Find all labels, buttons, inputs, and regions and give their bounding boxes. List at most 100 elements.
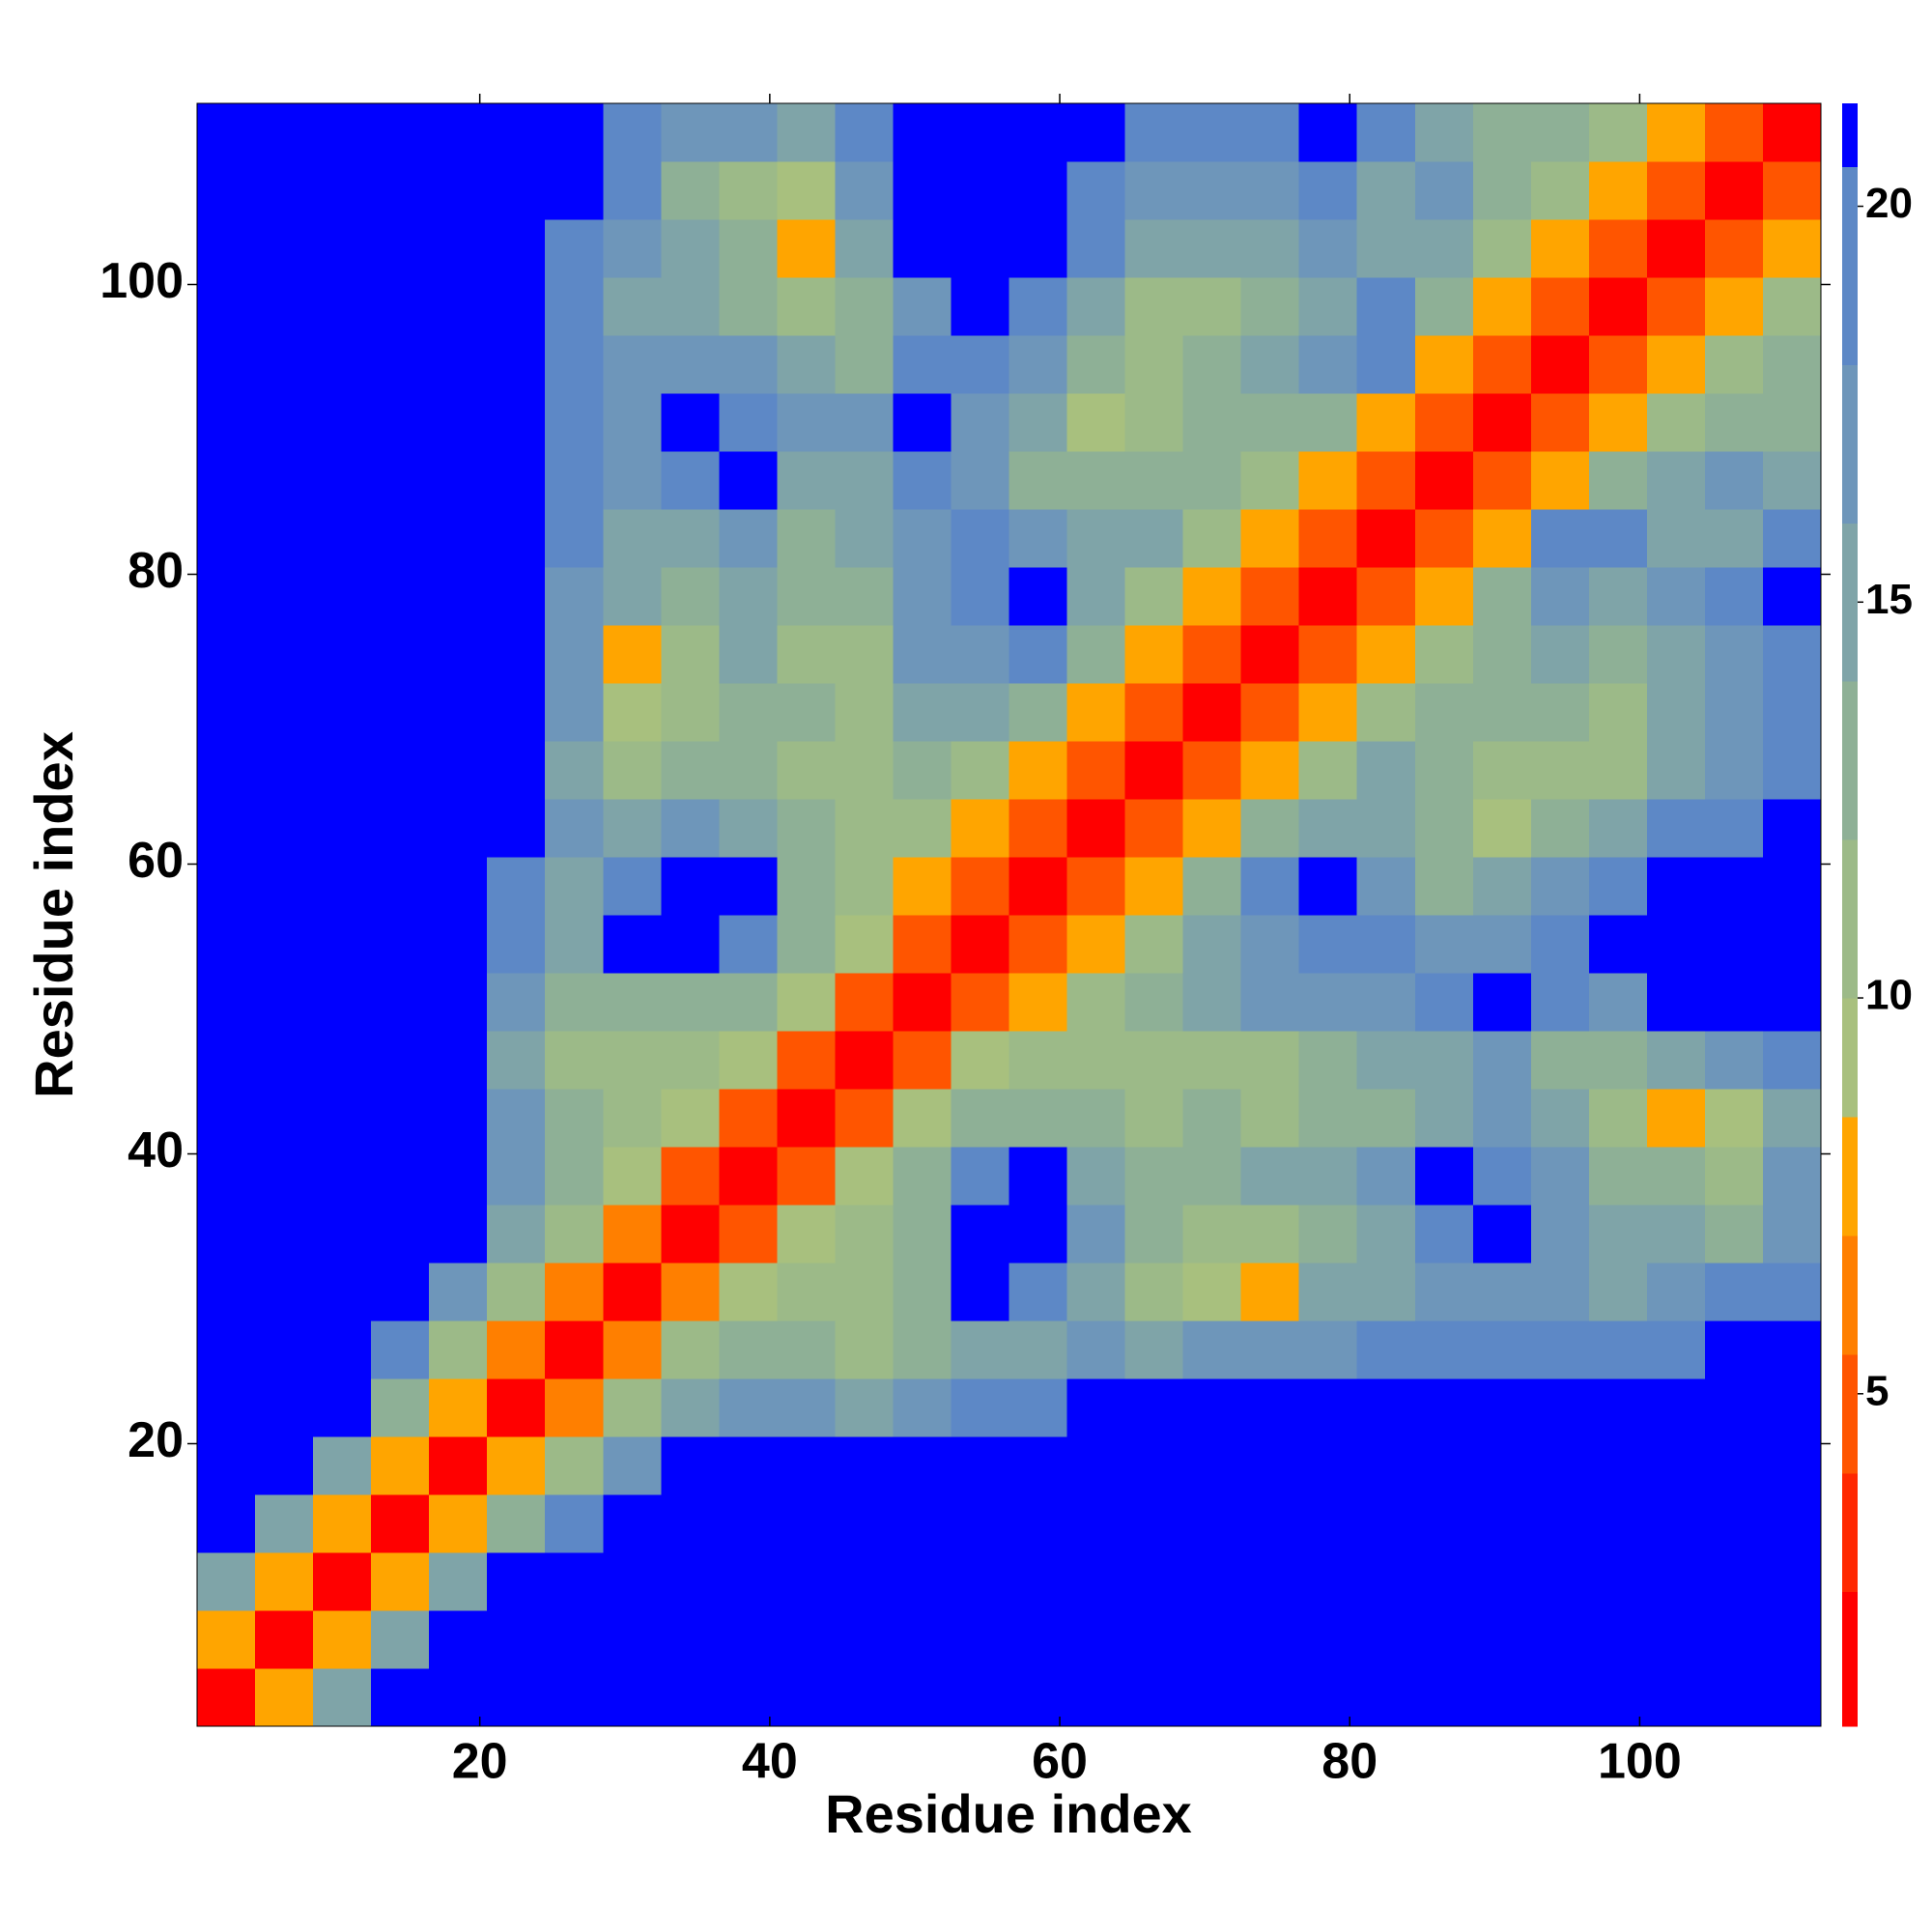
heatmap-cell (893, 1494, 952, 1553)
heatmap-cell (1009, 335, 1068, 394)
heatmap-cell (487, 393, 546, 452)
heatmap-cell (1066, 1031, 1126, 1090)
heatmap-cell (777, 915, 836, 974)
heatmap-cell (1530, 103, 1590, 162)
heatmap-cell (1298, 1378, 1358, 1437)
heatmap-cell (487, 1321, 546, 1379)
heatmap-cell (487, 683, 546, 742)
heatmap-cell (603, 509, 662, 568)
heatmap-cell (1298, 683, 1358, 742)
heatmap-cell (1066, 277, 1126, 336)
heatmap-cell (1414, 1089, 1474, 1148)
heatmap-cell (661, 1668, 720, 1727)
heatmap-cell (1298, 103, 1358, 162)
heatmap-cell (1588, 393, 1648, 452)
heatmap-cell (487, 1610, 546, 1669)
heatmap-cell (1762, 1147, 1822, 1206)
heatmap-cell (835, 799, 894, 858)
heatmap-cell (545, 915, 604, 974)
heatmap-cell (1472, 799, 1532, 858)
heatmap-cell (255, 1263, 314, 1321)
colorbar-tick-label: 5 (1865, 1367, 1889, 1414)
heatmap-cell (777, 625, 836, 684)
heatmap-cell (893, 973, 952, 1032)
heatmap-cell (1762, 509, 1822, 568)
heatmap-cell (719, 1147, 778, 1206)
heatmap-cell (255, 1031, 314, 1090)
heatmap-cell (545, 567, 604, 626)
heatmap-cell (1240, 1263, 1300, 1321)
heatmap-cell (1414, 219, 1474, 278)
heatmap-cell (1182, 1436, 1242, 1495)
heatmap-cell (1298, 1552, 1358, 1611)
heatmap-cell (1472, 683, 1532, 742)
heatmap-cell (1588, 567, 1648, 626)
heatmap-cell (719, 1205, 778, 1264)
heatmap-cell (545, 1552, 604, 1611)
heatmap-cell (1009, 683, 1068, 742)
heatmap-cell (487, 857, 546, 916)
heatmap-cell (1472, 1205, 1532, 1264)
heatmap-cell (719, 1610, 778, 1669)
heatmap-cell (197, 1089, 256, 1148)
heatmap-cell (893, 1610, 952, 1669)
heatmap-cell (719, 1668, 778, 1727)
heatmap-cell (893, 1668, 952, 1727)
heatmap-cell (777, 1378, 836, 1437)
heatmap-cell (1240, 277, 1300, 336)
heatmap-cell (1762, 1610, 1822, 1669)
heatmap-cell (1588, 1321, 1648, 1379)
heatmap-cell (1704, 1147, 1764, 1206)
heatmap-cell (661, 567, 720, 626)
heatmap-cell (1530, 1147, 1590, 1206)
heatmap-cell (603, 1378, 662, 1437)
heatmap-cell (1646, 161, 1706, 220)
heatmap-cell (313, 161, 372, 220)
heatmap-cell (1298, 161, 1358, 220)
heatmap-cell (1530, 451, 1590, 510)
heatmap-cell (1646, 393, 1706, 452)
heatmap-cell (545, 799, 604, 858)
heatmap-cell (487, 1205, 546, 1264)
heatmap-cell (661, 973, 720, 1032)
heatmap-cell (1414, 1436, 1474, 1495)
heatmap-cell (1182, 161, 1242, 220)
heatmap-cell (1414, 1610, 1474, 1669)
heatmap-cell (719, 335, 778, 394)
heatmap-cell (545, 451, 604, 510)
heatmap-cell (1472, 1321, 1532, 1379)
heatmap-cell (1646, 973, 1706, 1032)
heatmap-cell (1240, 1147, 1300, 1206)
heatmap-cell (1414, 1552, 1474, 1611)
heatmap-cell (835, 1552, 894, 1611)
heatmap-cell (777, 1610, 836, 1669)
heatmap-cell (197, 219, 256, 278)
heatmap-cell (1066, 1378, 1126, 1437)
heatmap-cell (1646, 1205, 1706, 1264)
heatmap-cell (429, 1321, 488, 1379)
heatmap-cell (371, 1263, 430, 1321)
heatmap-cell (1762, 915, 1822, 974)
heatmap-cell (603, 277, 662, 336)
heatmap-cell (1704, 1494, 1764, 1553)
heatmap-cell (1298, 915, 1358, 974)
heatmap-cell (429, 1494, 488, 1553)
heatmap-cell (777, 393, 836, 452)
heatmap-cell (1182, 1494, 1242, 1553)
heatmap-cell (1414, 799, 1474, 858)
heatmap-cell (1704, 451, 1764, 510)
heatmap-cell (661, 799, 720, 858)
heatmap-cell (313, 1147, 372, 1206)
heatmap-cell (835, 451, 894, 510)
heatmap-cell (719, 277, 778, 336)
heatmap-cell (1124, 799, 1184, 858)
heatmap-cell (1182, 1205, 1242, 1264)
heatmap-cell (1588, 335, 1648, 394)
heatmap-cell (1298, 973, 1358, 1032)
heatmap-cell (545, 1089, 604, 1148)
heatmap-cell (1530, 1552, 1590, 1611)
heatmap-cell (487, 1494, 546, 1553)
heatmap-cell (1066, 393, 1126, 452)
heatmap-cell (1124, 335, 1184, 394)
heatmap-cell (1240, 1321, 1300, 1379)
